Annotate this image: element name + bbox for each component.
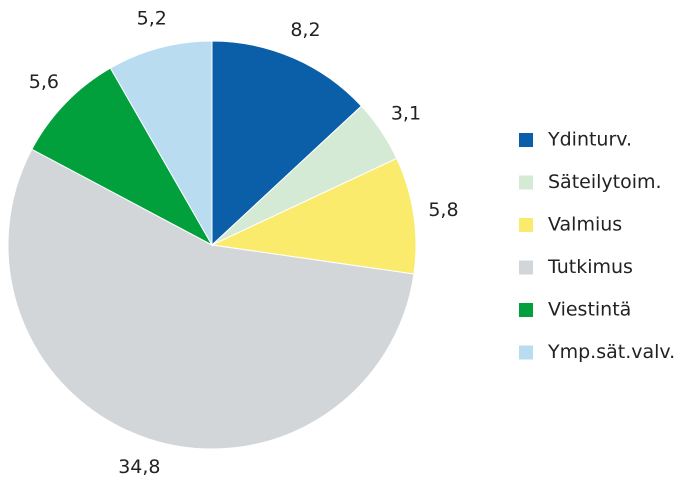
legend-swatch xyxy=(519,260,533,275)
legend-label: Ydinturv. xyxy=(547,129,632,151)
legend-swatch xyxy=(519,175,533,190)
legend-swatch xyxy=(519,218,533,232)
pie-slice xyxy=(31,67,214,247)
legend-label: Säteilytoim. xyxy=(548,171,662,193)
data-label: 5,6 xyxy=(29,71,59,93)
legend-swatch xyxy=(519,345,533,360)
data-label: 3,1 xyxy=(391,103,421,125)
legend-label: Ymp.sät.valv. xyxy=(547,341,675,363)
data-label: 8,2 xyxy=(290,19,320,41)
legend-label: Viestintä xyxy=(548,299,631,321)
legend-swatch xyxy=(519,133,533,147)
data-label: 5,2 xyxy=(137,7,167,29)
pie-slice xyxy=(210,157,417,275)
pie-slice xyxy=(109,40,213,247)
pie-slice xyxy=(7,148,415,450)
legend-swatch xyxy=(519,303,533,317)
legend-label: Tutkimus xyxy=(547,256,633,278)
data-label: 5,8 xyxy=(428,199,458,221)
pie-slice xyxy=(211,40,363,247)
legend-label: Valmius xyxy=(548,214,622,236)
data-label: 34,8 xyxy=(118,456,160,478)
